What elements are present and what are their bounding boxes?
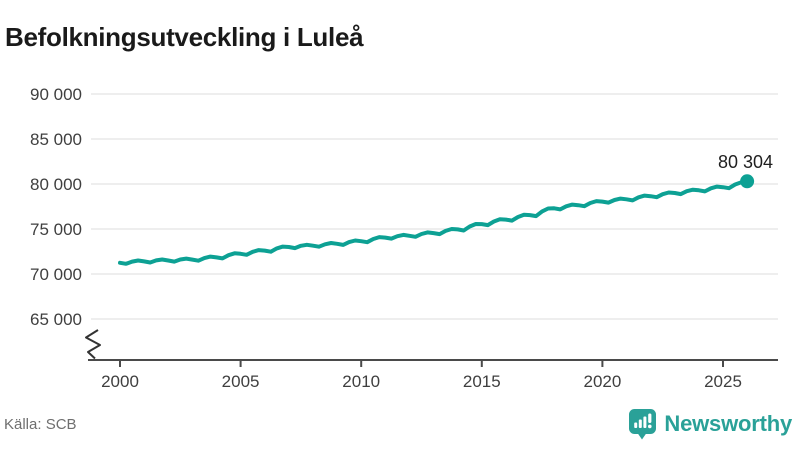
logo-bar-1 [634,422,638,428]
y-axis-tick-label: 75 000 [30,220,82,239]
y-axis-tick-label: 90 000 [30,85,82,104]
page-title: Befolkningsutveckling i Luleå [5,22,364,53]
x-axis-tick-label: 2020 [583,372,621,391]
y-axis-tick-label: 65 000 [30,310,82,329]
x-axis-tick-label: 2025 [704,372,742,391]
newsworthy-wordmark: Newsworthy [664,411,792,436]
logo-exclamation-dot [648,424,653,429]
endpoint-value-label: 80 304 [718,152,773,172]
population-series-line [118,179,750,266]
x-axis-tick-label: 2000 [101,372,139,391]
population-line-chart: 65 000 70 000 75 000 80 000 85 000 90 000 2000… [30,85,778,391]
axis-break-icon [85,329,101,360]
series-endpoint-dot [740,174,755,189]
y-axis-tick-label: 70 000 [30,265,82,284]
source-label: Källa: SCB [4,415,77,433]
logo-exclamation-bar [648,413,652,423]
newsworthy-logo-icon [629,409,657,440]
x-axis-tick-label: 2010 [342,372,380,391]
y-axis-tick-label: 85 000 [30,130,82,149]
footer: Källa: SCB Newsworthy [0,402,800,450]
y-axis-tick-label: 80 000 [30,175,82,194]
logo-bar-3 [643,416,647,428]
newsworthy-brand: Newsworthy [628,408,792,440]
x-axis-tick-label: 2015 [463,372,501,391]
x-axis-tick-label: 2005 [222,372,260,391]
logo-bar-2 [639,419,643,428]
